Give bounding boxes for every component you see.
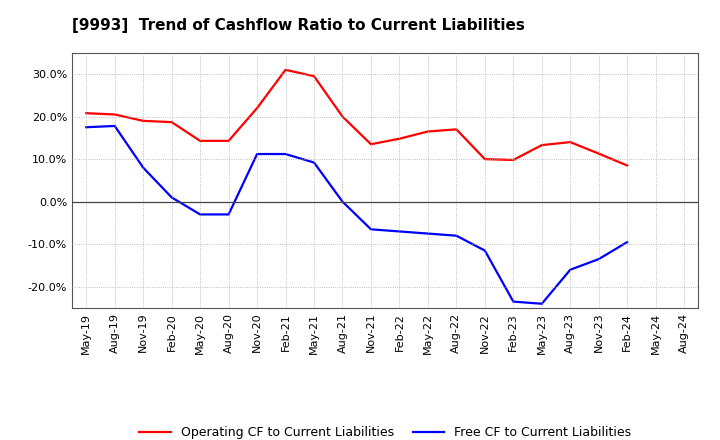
Free CF to Current Liabilities xyxy=(167,195,176,200)
Free CF to Current Liabilities xyxy=(623,239,631,245)
Operating CF to Current Liabilities xyxy=(253,106,261,111)
Free CF to Current Liabilities xyxy=(509,299,518,304)
Operating CF to Current Liabilities xyxy=(366,142,375,147)
Operating CF to Current Liabilities xyxy=(82,110,91,116)
Free CF to Current Liabilities xyxy=(395,229,404,234)
Free CF to Current Liabilities xyxy=(480,248,489,253)
Free CF to Current Liabilities xyxy=(110,123,119,128)
Free CF to Current Liabilities xyxy=(196,212,204,217)
Free CF to Current Liabilities xyxy=(225,212,233,217)
Operating CF to Current Liabilities xyxy=(509,158,518,163)
Free CF to Current Liabilities xyxy=(595,257,603,262)
Operating CF to Current Liabilities xyxy=(139,118,148,124)
Operating CF to Current Liabilities xyxy=(623,163,631,168)
Operating CF to Current Liabilities xyxy=(595,151,603,156)
Operating CF to Current Liabilities xyxy=(537,143,546,148)
Free CF to Current Liabilities xyxy=(452,233,461,238)
Operating CF to Current Liabilities xyxy=(167,120,176,125)
Operating CF to Current Liabilities xyxy=(282,67,290,73)
Operating CF to Current Liabilities xyxy=(566,139,575,145)
Operating CF to Current Liabilities xyxy=(110,112,119,117)
Free CF to Current Liabilities xyxy=(253,151,261,157)
Operating CF to Current Liabilities xyxy=(480,157,489,162)
Operating CF to Current Liabilities xyxy=(452,127,461,132)
Free CF to Current Liabilities xyxy=(423,231,432,236)
Free CF to Current Liabilities xyxy=(366,227,375,232)
Free CF to Current Liabilities xyxy=(310,160,318,165)
Free CF to Current Liabilities xyxy=(139,165,148,170)
Legend: Operating CF to Current Liabilities, Free CF to Current Liabilities: Operating CF to Current Liabilities, Fre… xyxy=(135,422,636,440)
Line: Free CF to Current Liabilities: Free CF to Current Liabilities xyxy=(86,126,627,304)
Operating CF to Current Liabilities xyxy=(423,129,432,134)
Free CF to Current Liabilities xyxy=(537,301,546,306)
Line: Operating CF to Current Liabilities: Operating CF to Current Liabilities xyxy=(86,70,627,165)
Operating CF to Current Liabilities xyxy=(225,138,233,143)
Free CF to Current Liabilities xyxy=(282,151,290,157)
Operating CF to Current Liabilities xyxy=(196,138,204,143)
Free CF to Current Liabilities xyxy=(338,199,347,204)
Free CF to Current Liabilities xyxy=(82,125,91,130)
Free CF to Current Liabilities xyxy=(566,267,575,272)
Text: [9993]  Trend of Cashflow Ratio to Current Liabilities: [9993] Trend of Cashflow Ratio to Curren… xyxy=(72,18,525,33)
Operating CF to Current Liabilities xyxy=(395,136,404,141)
Operating CF to Current Liabilities xyxy=(310,73,318,79)
Operating CF to Current Liabilities xyxy=(338,114,347,119)
